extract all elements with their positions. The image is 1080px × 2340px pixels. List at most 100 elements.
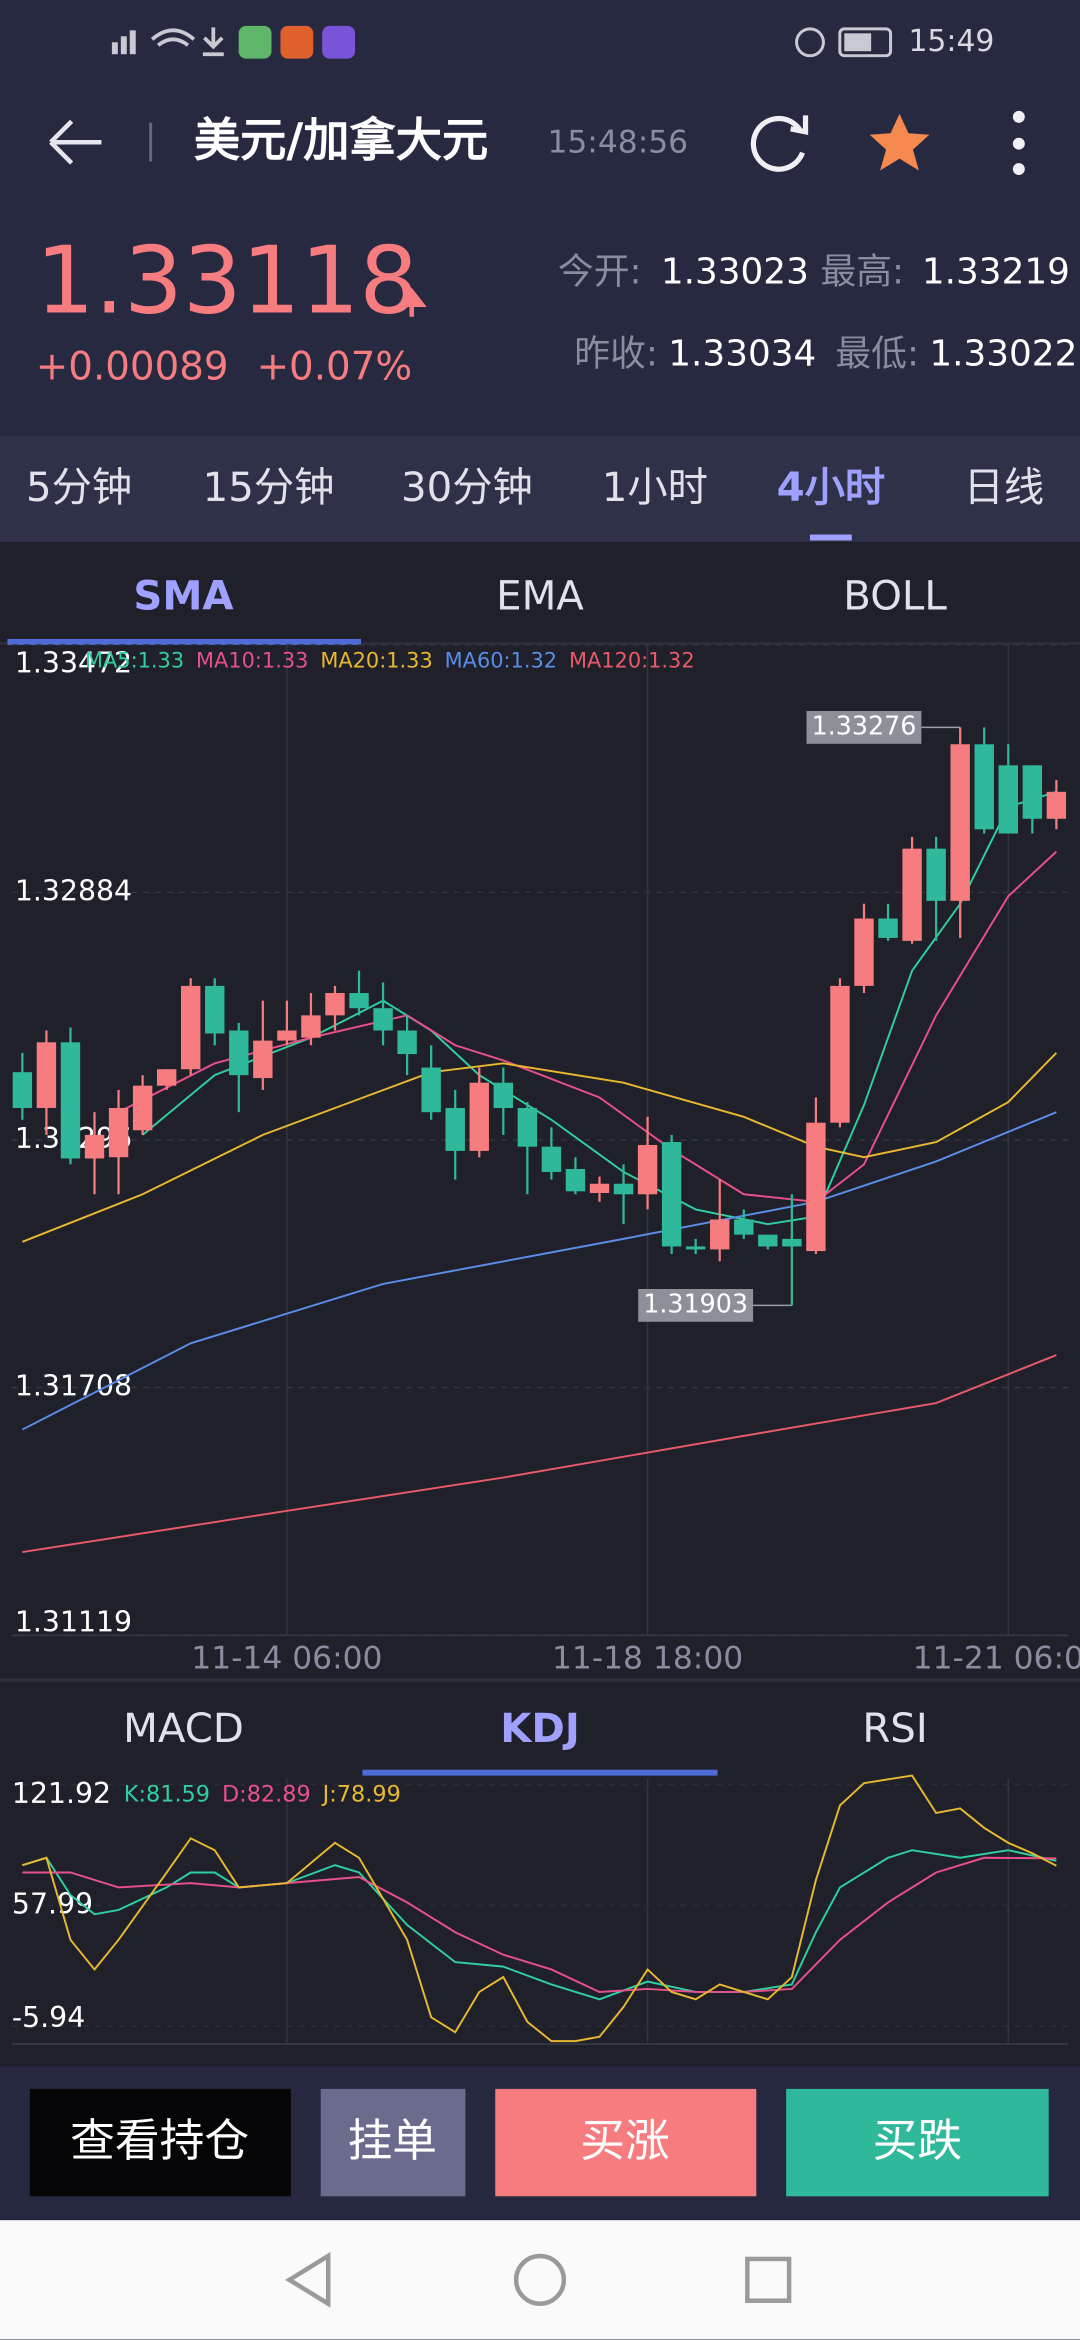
status-time: 15:49 [908,24,994,59]
nav-recent[interactable] [745,2256,792,2303]
candle-body [84,1134,105,1159]
indicator-line [21,1111,1057,1431]
prev-close-label: 昨收: [574,334,658,375]
candle-body [613,1183,634,1195]
candle-body [253,1040,273,1079]
indicator-line [22,1856,1057,1993]
candle-body [325,993,345,1016]
legend-entry: MA10:1.33 [196,648,308,672]
nav-home[interactable] [513,2253,567,2306]
tab[interactable]: SMA [133,574,233,620]
timeframe-bar [0,436,1080,542]
tab[interactable]: BOLL [843,574,947,620]
candle-body [12,1072,33,1108]
x-tick-label: 11-18 18:00 [552,1640,743,1676]
high-value: 1.33219 [922,251,1070,292]
header-background [0,0,1080,437]
tab[interactable]: 4小时 [777,465,886,511]
button-label: 买跌 [873,2114,963,2167]
candle-body [132,1085,153,1131]
candle-body [541,1146,562,1172]
candle-body [734,1219,754,1235]
positions-button[interactable]: 查看持仓 [29,2088,291,2197]
candle-body [181,985,201,1070]
chart-background [0,541,1080,2067]
legend-entry: MA20:1.33 [320,648,432,672]
y-tick-label: 57.99 [12,1887,93,1920]
candle-body [926,848,946,901]
y-tick-label: -5.94 [12,2001,85,2034]
candle-body [974,744,994,830]
nav-back[interactable] [285,2251,331,2308]
extreme-box [806,711,922,744]
tab[interactable]: 1小时 [602,465,708,511]
buy-up-button[interactable]: 买涨 [495,2088,757,2197]
indicator-line [118,850,1058,1203]
x-tick-label: 11-21 06:00 [913,1640,1080,1676]
candle-body [806,1122,826,1252]
tab[interactable]: RSI [862,1706,927,1752]
candle-body [1046,791,1067,819]
candle-body [854,918,874,986]
candle-body [902,848,922,941]
last-price: 1.33118 [36,226,418,334]
candle-body [1022,765,1043,819]
refresh-button[interactable] [750,115,809,172]
tab[interactable]: 5分钟 [26,465,132,511]
candle-body [229,1030,249,1076]
menu-button[interactable] [1012,110,1025,176]
candle-body [661,1142,682,1247]
tab[interactable]: KDJ [500,1706,580,1752]
candle-body [277,1030,297,1041]
candle-body [60,1042,81,1159]
legend-entry: MA60:1.32 [445,648,557,672]
candle-body [950,744,970,901]
low-value: 1.33022 [929,334,1077,375]
open-label: 今开: [558,251,642,292]
legend-entry: J:78.99 [321,1782,401,1808]
candle-body [685,1246,706,1250]
extreme-label: 1.31903 [643,1288,748,1318]
candle-body [637,1145,658,1195]
tab[interactable]: EMA [496,574,584,620]
y-tick-label: 121.92 [12,1777,111,1810]
tab-indicator [362,1769,718,1776]
orders-button[interactable]: 挂单 [320,2088,466,2197]
candle-body [397,1030,417,1055]
legend-entry: MA120:1.32 [569,648,695,672]
header-time: 15:48:56 [547,125,688,161]
candle-body [758,1234,778,1247]
tab[interactable]: 30分钟 [401,465,533,511]
prev-close-value: 1.33034 [668,334,816,375]
tab[interactable]: MACD [123,1706,244,1752]
buy-down-button[interactable]: 买跌 [786,2088,1049,2197]
candle-body [830,985,850,1123]
button-label: 买涨 [580,2114,670,2167]
candle-body [349,993,369,1009]
candle-body [565,1169,586,1192]
candle-body [445,1107,465,1151]
favorite-button[interactable] [869,113,930,171]
extreme-label: 1.33276 [812,710,917,740]
dynamic-layer: 5分钟 15分钟 30分钟 1小时 4小时 日线 SMA EMA BOLL MACD KDJ RSI 1… [7,465,1080,2045]
back-button[interactable] [49,119,102,165]
indicator-line [22,1052,1058,1243]
candle-body [469,1082,489,1151]
candle-body [421,1067,441,1113]
tab[interactable]: 日线 [964,465,1045,511]
tab-indicator [810,534,852,541]
price-change: +0.00089 [36,344,229,389]
nav-bar [0,2220,1080,2340]
open-value: 1.33023 [661,251,809,292]
y-tick-label: 1.31119 [15,1605,132,1638]
candle-body [205,985,225,1034]
tab[interactable]: 15分钟 [203,465,335,511]
indicator-line [22,1354,1057,1554]
candle-body [710,1219,730,1250]
candle-body [108,1107,129,1158]
y-tick-label: 1.31708 [15,1369,132,1402]
candle-body [517,1107,538,1147]
candle-body [36,1042,57,1108]
